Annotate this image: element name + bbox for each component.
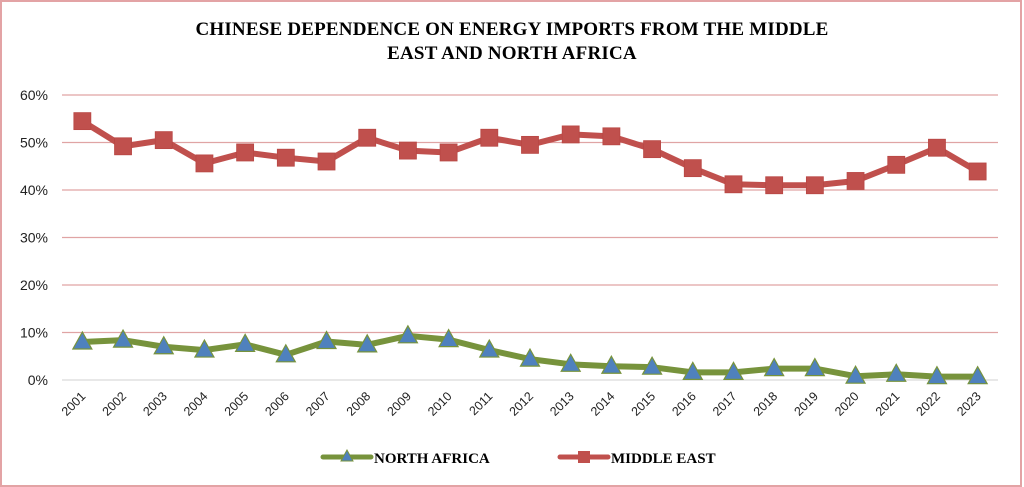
data-point-marker: [317, 152, 336, 171]
y-tick-label: 10%: [20, 325, 48, 341]
data-point-marker: [112, 328, 134, 348]
data-point-marker: [519, 347, 541, 367]
series-middle-east: [73, 112, 987, 195]
legend-label: NORTH AFRICA: [374, 451, 490, 467]
data-point-marker: [765, 176, 784, 195]
y-tick-label: 30%: [20, 230, 48, 246]
series-north-africa: [71, 324, 989, 385]
y-tick-label: 60%: [20, 87, 48, 103]
x-axis: 2001 2002 2003 2004 2005 2006 2007 2008 2009 2010…: [59, 389, 984, 419]
y-tick-label: 40%: [20, 182, 48, 198]
x-tick-label: 2007: [303, 389, 333, 419]
data-point-marker: [193, 338, 215, 358]
data-point-marker: [968, 162, 987, 181]
x-tick-label: 2017: [710, 389, 740, 419]
x-tick-label: 2010: [425, 389, 455, 419]
data-point-marker: [600, 354, 622, 374]
x-tick-label: 2013: [547, 389, 577, 419]
x-tick-label: 2021: [873, 389, 903, 419]
x-tick-label: 2008: [344, 389, 374, 419]
chart-title-line-1: CHINESE DEPENDENCE ON ENERGY IMPORTS FRO…: [195, 19, 829, 40]
data-point-marker: [967, 365, 989, 385]
data-point-marker: [845, 364, 867, 384]
legend-square-icon: [578, 451, 590, 463]
data-point-marker: [885, 363, 907, 382]
data-point-marker: [805, 176, 824, 195]
data-point-marker: [641, 355, 663, 375]
data-point-marker: [846, 172, 865, 190]
data-point-marker: [928, 138, 946, 157]
data-point-marker: [154, 131, 173, 150]
data-point-marker: [887, 155, 906, 174]
data-point-marker: [763, 357, 785, 377]
data-point-marker: [438, 328, 460, 348]
data-point-marker: [153, 335, 175, 355]
data-point-marker: [73, 112, 92, 131]
y-tick-label: 50%: [20, 135, 48, 151]
y-tick-label: 0%: [28, 372, 48, 388]
legend-item: NORTH AFRICA: [320, 448, 490, 467]
data-point-marker: [722, 361, 745, 380]
x-tick-label: 2020: [832, 389, 862, 419]
chart-title-line-2: EAST AND NORTH AFRICA: [387, 43, 637, 64]
data-point-marker: [114, 137, 132, 156]
y-axis: 0% 10% 20% 30% 40% 50% 60%: [20, 87, 48, 388]
series-group: [71, 112, 989, 385]
x-tick-label: 2006: [262, 389, 292, 419]
data-point-marker: [315, 330, 338, 350]
data-point-marker: [682, 361, 704, 380]
x-tick-label: 2016: [669, 389, 699, 419]
chart-title: CHINESE DEPENDENCE ON ENERGY IMPORTS FRO…: [0, 18, 1024, 66]
data-point-marker: [358, 128, 377, 147]
data-point-marker: [480, 128, 499, 147]
data-point-marker: [397, 324, 419, 344]
x-tick-label: 2002: [100, 389, 130, 419]
legend-label: MIDDLE EAST: [611, 451, 716, 467]
y-tick-label: 20%: [20, 277, 48, 293]
data-point-marker: [478, 338, 500, 358]
data-point-marker: [71, 330, 93, 350]
x-tick-label: 2014: [588, 389, 618, 419]
data-point-marker: [804, 357, 826, 377]
x-tick-label: 2009: [384, 389, 414, 419]
x-tick-label: 2004: [181, 389, 211, 419]
x-tick-label: 2001: [59, 389, 89, 419]
data-point-marker: [926, 365, 948, 385]
x-tick-label: 2015: [629, 389, 659, 419]
data-point-marker: [439, 143, 458, 162]
x-tick-label: 2019: [791, 389, 821, 419]
legend: NORTH AFRICA MIDDLE EAST: [320, 448, 716, 467]
data-point-marker: [275, 343, 297, 363]
legend-triangle-icon: [340, 448, 354, 462]
legend-item: MIDDLE EAST: [557, 451, 716, 467]
data-point-marker: [236, 143, 255, 162]
x-tick-label: 2011: [467, 389, 496, 418]
data-point-marker: [683, 159, 702, 178]
data-point-marker: [399, 141, 417, 160]
data-point-marker: [602, 127, 621, 146]
x-tick-label: 2005: [222, 389, 252, 419]
x-tick-label: 2023: [954, 389, 984, 419]
x-tick-label: 2022: [914, 389, 944, 419]
data-point-marker: [643, 140, 661, 159]
data-point-marker: [724, 175, 743, 194]
data-point-marker: [521, 135, 539, 154]
x-tick-label: 2003: [140, 389, 170, 419]
x-tick-label: 2012: [507, 389, 537, 419]
data-point-marker: [195, 154, 214, 173]
x-tick-label: 2018: [751, 389, 781, 419]
data-point-marker: [234, 333, 256, 352]
data-point-marker: [560, 353, 582, 372]
data-point-marker: [356, 333, 378, 353]
data-point-marker: [561, 125, 580, 144]
data-point-marker: [276, 148, 295, 167]
